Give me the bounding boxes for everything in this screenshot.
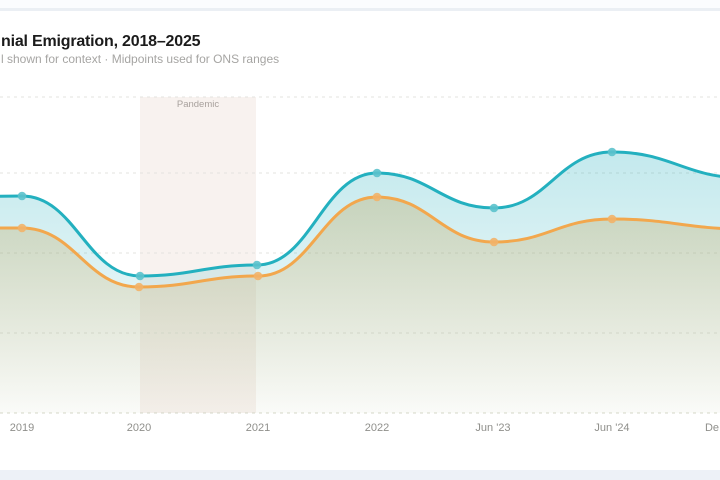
lower-series-orange-data-point[interactable] bbox=[372, 192, 382, 202]
x-tick-label: De bbox=[705, 422, 719, 434]
page-background-top bbox=[0, 0, 720, 8]
upper-series-teal-data-point[interactable] bbox=[135, 271, 145, 281]
lower-series-orange-data-point[interactable] bbox=[607, 214, 617, 224]
x-tick-label: 2020 bbox=[127, 422, 151, 434]
upper-series-teal-data-point[interactable] bbox=[372, 168, 382, 178]
page-background-bottom bbox=[0, 470, 720, 480]
x-tick-label: Jun '23 bbox=[475, 422, 510, 434]
pandemic-band-label: Pandemic bbox=[177, 99, 219, 110]
chart-subtitle: l shown for context · Midpoints used for… bbox=[1, 52, 280, 66]
lower-series-orange-data-point[interactable] bbox=[253, 271, 263, 281]
upper-series-teal-line bbox=[0, 150, 720, 278]
lower-series-orange-data-point[interactable] bbox=[17, 223, 27, 233]
card-top-edge bbox=[0, 8, 720, 11]
x-tick-label: 2022 bbox=[365, 422, 389, 434]
lower-series-orange-data-point[interactable] bbox=[489, 237, 499, 247]
upper-series-teal-area bbox=[0, 152, 720, 413]
x-tick-label: Jun '24 bbox=[594, 422, 629, 434]
upper-series-teal-data-point[interactable] bbox=[252, 260, 262, 270]
lower-series-orange-data-point[interactable] bbox=[134, 282, 144, 292]
x-tick-label: 2019 bbox=[10, 422, 34, 434]
upper-series-teal-data-point[interactable] bbox=[607, 147, 617, 157]
upper-series-teal-data-point[interactable] bbox=[17, 191, 27, 201]
x-tick-label: 2021 bbox=[246, 422, 270, 434]
chart-title: nial Emigration, 2018–2025 bbox=[1, 33, 201, 50]
lower-series-orange-line bbox=[0, 195, 720, 289]
upper-series-teal-data-point[interactable] bbox=[489, 203, 499, 213]
